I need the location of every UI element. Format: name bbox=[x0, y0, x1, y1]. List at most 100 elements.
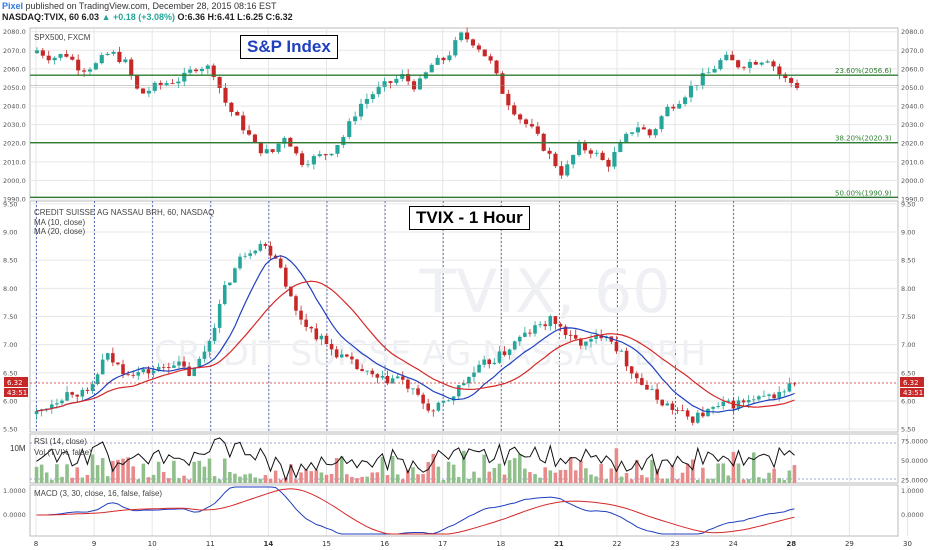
volume-bar bbox=[584, 468, 588, 483]
time-tag-left bbox=[4, 387, 28, 397]
tv-candle bbox=[355, 359, 359, 370]
volume-bar bbox=[599, 464, 603, 483]
tv-candle bbox=[370, 370, 375, 375]
sp-candle bbox=[512, 105, 517, 115]
volume-bar bbox=[319, 472, 324, 483]
sp-y-tick-right: 2010.0 bbox=[901, 158, 924, 166]
volume-bar bbox=[116, 459, 120, 483]
volume-bar bbox=[497, 463, 502, 483]
sp-y-tick-right: 2060.0 bbox=[901, 65, 924, 73]
volume-bar bbox=[70, 477, 74, 483]
sp-candle bbox=[294, 146, 299, 154]
tv-candle bbox=[507, 349, 512, 356]
volume-bar bbox=[614, 448, 619, 483]
x-tick-label: 17 bbox=[438, 540, 447, 548]
volume-bar bbox=[701, 467, 705, 483]
sp-candle bbox=[353, 116, 358, 122]
volume-bar bbox=[787, 470, 792, 483]
tv-y-tick-right: 8.50 bbox=[901, 257, 915, 265]
sp-candle bbox=[576, 142, 582, 156]
sp-y-tick-right: 2070.0 bbox=[901, 47, 924, 55]
sp-candle bbox=[653, 129, 658, 136]
tv-candle bbox=[624, 350, 629, 367]
x-tick-label: 18 bbox=[496, 540, 505, 548]
volume-bar bbox=[365, 476, 369, 483]
x-tick-label: 11 bbox=[206, 540, 215, 548]
fib-label: 23.60%(2056.6) bbox=[835, 67, 892, 75]
volume-bar bbox=[512, 458, 517, 483]
volume-bar bbox=[553, 472, 558, 483]
tv-candle bbox=[426, 403, 430, 411]
sp-candle bbox=[736, 60, 741, 68]
rsi-label: RSI (14, close) bbox=[34, 437, 87, 446]
volume-bar bbox=[573, 470, 578, 483]
sp-candle bbox=[635, 127, 641, 133]
tv-candle bbox=[782, 391, 787, 393]
sp-candle bbox=[394, 78, 399, 83]
tv-candle bbox=[685, 410, 690, 417]
volume-bar bbox=[650, 459, 654, 483]
tv-candle bbox=[50, 404, 54, 409]
tv-candle bbox=[767, 394, 771, 396]
tv-y-tick-left: 9.00 bbox=[3, 228, 17, 236]
volume-bar bbox=[309, 471, 314, 483]
tv-candle bbox=[375, 374, 380, 378]
volume-bar bbox=[233, 473, 237, 483]
tv-candle bbox=[90, 384, 95, 391]
tv-candle bbox=[111, 353, 115, 363]
sp-candle bbox=[500, 73, 505, 94]
volume-bar bbox=[731, 451, 736, 483]
tv-candle bbox=[395, 376, 400, 379]
volume-bar bbox=[645, 477, 649, 483]
volume-bar bbox=[721, 463, 726, 483]
tv-candle bbox=[711, 407, 715, 409]
volume-bar bbox=[619, 476, 624, 483]
tv-candle bbox=[350, 356, 354, 360]
volume-bar bbox=[75, 467, 80, 483]
sp-candle bbox=[123, 59, 128, 63]
tv-candle bbox=[309, 326, 314, 329]
sp-candle bbox=[588, 150, 593, 154]
sp-candle bbox=[282, 137, 287, 144]
tv-candle bbox=[136, 372, 141, 376]
tv-candle bbox=[284, 267, 288, 287]
volume-bar bbox=[136, 479, 141, 483]
tv-candle bbox=[772, 394, 776, 399]
tv-y-tick-left: 6.00 bbox=[3, 398, 17, 406]
sp-candle bbox=[199, 68, 204, 72]
symbol[interactable]: NASDAQ:TVIX, 60 bbox=[2, 12, 80, 22]
sp-candle bbox=[582, 142, 587, 151]
brand[interactable]: Pixel bbox=[2, 1, 24, 11]
sp-y-tick-right: 2080.0 bbox=[901, 28, 924, 36]
sp-candle bbox=[523, 119, 529, 125]
sp-candle bbox=[117, 51, 122, 63]
tv-candle bbox=[548, 316, 553, 327]
tv-candle bbox=[406, 379, 410, 389]
volume-bar bbox=[268, 478, 273, 483]
tv-y-tick-left: 8.00 bbox=[3, 285, 17, 293]
tv-candle bbox=[634, 373, 639, 379]
volume-bar bbox=[680, 472, 685, 483]
volume-bar bbox=[60, 476, 64, 483]
sp-candle bbox=[741, 67, 747, 69]
sp-y-tick-left: 2010.0 bbox=[3, 158, 26, 166]
sp-candle bbox=[188, 69, 193, 73]
last-price: 6.03 bbox=[81, 12, 100, 22]
tv-candle bbox=[294, 296, 298, 311]
volume-bar bbox=[451, 464, 456, 483]
tv-candle bbox=[44, 408, 49, 410]
volume-bar bbox=[401, 479, 405, 483]
x-tick-label: 16 bbox=[380, 540, 389, 548]
tv-candle bbox=[85, 389, 90, 391]
tv-candle bbox=[487, 359, 492, 365]
sp-candle bbox=[129, 59, 134, 76]
volume-bar bbox=[289, 464, 293, 483]
tv-candle bbox=[329, 344, 334, 350]
tv-candle bbox=[594, 335, 598, 340]
volume-bar bbox=[243, 474, 247, 483]
volume-bar bbox=[65, 464, 69, 483]
price-tag-text: 6.32 bbox=[7, 379, 23, 387]
sp-candle bbox=[665, 106, 670, 117]
volume-bar bbox=[472, 471, 476, 483]
